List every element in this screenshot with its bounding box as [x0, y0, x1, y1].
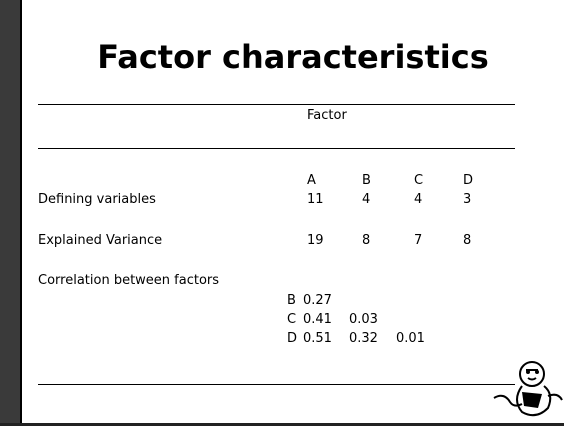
- column-header: B: [362, 173, 371, 189]
- group-header: Factor: [307, 108, 347, 124]
- cell: 11: [307, 192, 324, 208]
- cell: 8: [362, 233, 370, 249]
- row-label: Explained Variance: [38, 233, 162, 249]
- cell: 8: [463, 233, 471, 249]
- side-bar: [0, 0, 20, 426]
- page: {"title": "Factor characteristics", "tab…: [0, 0, 564, 426]
- cell: 4: [414, 192, 422, 208]
- cell: 3: [463, 192, 471, 208]
- cell: 4: [362, 192, 370, 208]
- column-header: C: [414, 173, 423, 189]
- table-rule: [38, 104, 515, 105]
- slide: Factor characteristics Factor Correlatio…: [0, 0, 564, 426]
- table-rule: [38, 384, 515, 385]
- cell: 0.32: [349, 331, 378, 347]
- cell: 0.01: [396, 331, 425, 347]
- cell: 7: [414, 233, 422, 249]
- factor-label: B: [287, 293, 296, 309]
- slide-title: Factor characteristics: [22, 38, 564, 76]
- row-label: Correlation between factors: [38, 273, 219, 289]
- column-header: A: [307, 173, 316, 189]
- cell: 0.27: [303, 293, 332, 309]
- cell: 0.51: [303, 331, 332, 347]
- cell: 0.41: [303, 312, 332, 328]
- factor-label: D: [287, 331, 297, 347]
- cell: 19: [307, 233, 324, 249]
- column-header: D: [463, 173, 473, 189]
- table-rule: [38, 148, 515, 149]
- clipart: [492, 352, 564, 424]
- row-label: Defining variables: [38, 192, 156, 208]
- cell: 0.03: [349, 312, 378, 328]
- factor-label: C: [287, 312, 296, 328]
